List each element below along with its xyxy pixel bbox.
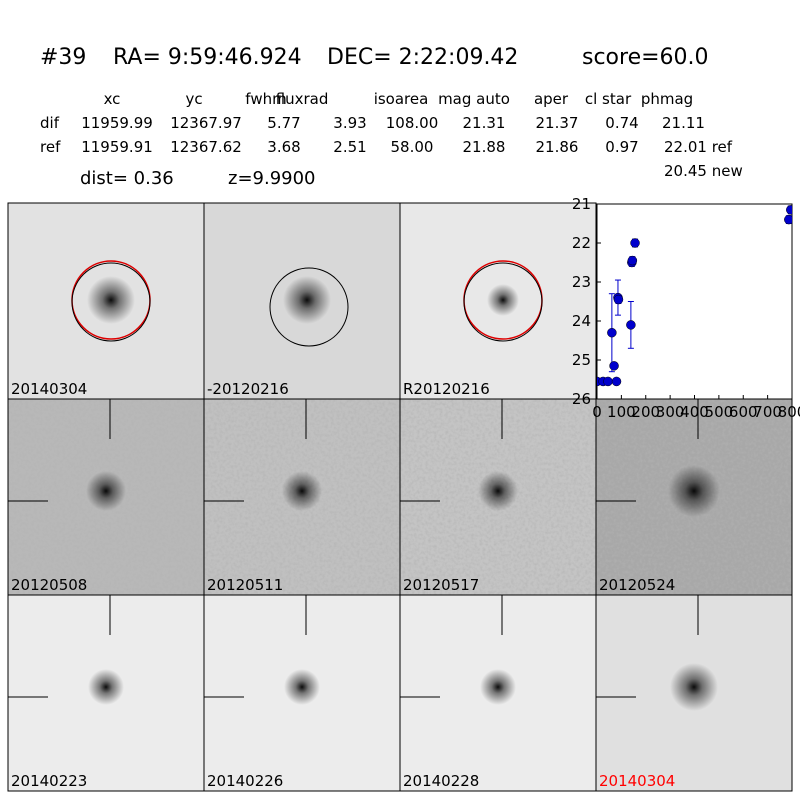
stamp-label: 20140304 [599,772,675,790]
column-header: cl star [585,90,632,108]
table-cell: 21.37 [536,114,579,132]
ra: RA= 9:59:46.924 [113,45,302,70]
point [607,327,617,338]
plot-area [596,203,793,400]
source [282,471,322,511]
table-cell: 11959.99 [81,114,153,132]
column-header: xc [104,90,121,108]
table-cell: 21.31 [463,114,506,132]
column-header: isoarea [374,90,429,108]
point [609,361,619,371]
stamp-label: 20140228 [403,772,479,790]
points [597,205,792,387]
point [626,320,636,330]
table-cell: 21.11 [662,114,705,132]
table-cell: 22.01 ref [664,138,733,156]
dist: dist= 0.36 [80,168,174,189]
table-cell: dif [40,114,60,132]
stamp-label: 20120517 [403,576,479,594]
point [784,214,792,225]
column-header: mag auto [438,90,510,108]
x-tick-label: 500 [705,403,734,421]
x-tick-label: 0 [592,403,602,421]
stamp-label: R20120216 [403,380,490,398]
table-cell: 108.00 [386,114,439,132]
y-tick-label: 26 [572,390,591,408]
table-cell: 21.88 [463,138,506,156]
table-cell: 3.93 [333,114,366,132]
stamp-frame [595,594,793,792]
stamp-label: 20120511 [207,576,283,594]
x-tick-label: 300 [656,403,685,421]
object-id: #39 [40,45,86,70]
source [283,276,331,324]
y-tick-label: 24 [572,312,591,330]
point [613,294,624,305]
source [487,284,519,316]
source [284,669,320,705]
table-cell: 0.97 [605,138,638,156]
table-cell: 0.74 [605,114,638,132]
column-header: aper [534,90,569,108]
y-tick-label: 22 [572,234,591,252]
x-tick-label: 200 [631,403,660,421]
table-cell: 2.51 [333,138,366,156]
extra-phmag: 20.45 new [664,162,743,180]
stamp-label: 20140304 [11,380,87,398]
table-cell: 3.68 [267,138,300,156]
source [668,465,720,517]
x-tick-label: 100 [607,403,636,421]
stamp-label: -20120216 [207,380,289,398]
y-tick-label: 25 [572,351,591,369]
point [603,376,613,387]
y-tick-label: 23 [572,273,591,291]
x-tick-label: 600 [729,403,758,421]
table-cell: 58.00 [391,138,434,156]
column-header: fwhm [245,90,286,108]
table-cell: ref [40,138,61,156]
aperture [269,267,349,347]
stamp-label: 20140223 [11,772,87,790]
source [478,471,518,511]
table-cell: 11959.91 [81,138,153,156]
point [786,205,792,215]
point [630,238,640,248]
score: score=60.0 [582,45,709,70]
column-header: fluxrad [276,90,329,108]
z: z=9.9900 [228,168,316,189]
stamp-label: 20140226 [207,772,283,790]
y-tick-label: 21 [572,195,591,213]
x-tick-label: 400 [680,403,709,421]
source [88,669,124,705]
source [87,276,135,324]
table-cell: 12367.62 [170,138,242,156]
point [611,376,622,387]
x-tick-label: 800 [778,403,800,421]
column-header: yc [185,90,202,108]
source [86,471,126,511]
table-cell: 12367.97 [170,114,242,132]
aperture [463,262,543,342]
stamp-label: 20120524 [599,576,675,594]
point [627,255,638,266]
table-cell: 5.77 [267,114,300,132]
table-cell: 21.86 [536,138,579,156]
stamp-label: 20120508 [11,576,87,594]
aperture [71,262,151,342]
x-tick-label: 700 [753,403,782,421]
dec: DEC= 2:22:09.42 [327,45,518,70]
source [670,663,718,711]
column-header: phmag [641,90,693,108]
source [480,669,516,705]
